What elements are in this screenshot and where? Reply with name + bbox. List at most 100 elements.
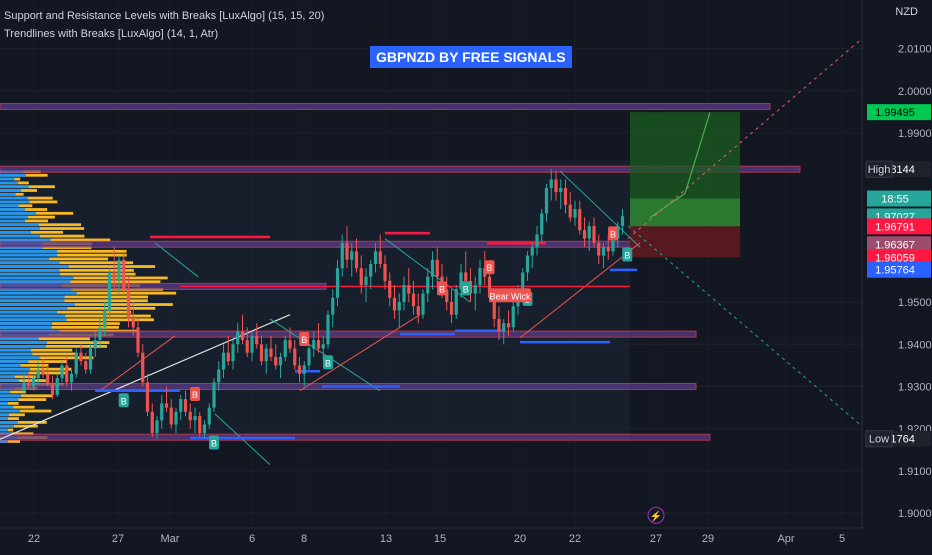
x-tick-label: 5 <box>839 533 845 545</box>
lightning-icon: ⚡ <box>650 509 662 522</box>
price-label-text: 1.96367 <box>875 239 915 251</box>
profile-bar-a <box>0 417 19 420</box>
profile-bar-b <box>0 253 58 257</box>
candle-body <box>563 187 568 205</box>
profile-bar-a <box>0 367 72 371</box>
candle-body <box>198 416 202 433</box>
trend-segment <box>214 413 271 466</box>
profile-bar-b <box>0 344 46 348</box>
candle-body <box>236 331 240 345</box>
candle-body <box>388 280 392 298</box>
price-label-bg <box>867 249 931 266</box>
profile-bar-a <box>0 325 120 329</box>
break-markers: BBBBBBBBBBBBear Wick⚡ <box>118 226 665 524</box>
candle-body <box>217 369 221 383</box>
profile-bar-b <box>0 230 32 234</box>
trend-segment <box>559 170 641 248</box>
profile-bar-a <box>0 394 53 398</box>
candle-body <box>597 242 601 256</box>
x-tick-label: Mar <box>161 533 180 545</box>
x-tick-label: 27 <box>112 533 124 545</box>
profile-bar-b <box>0 325 52 329</box>
break-marker <box>484 260 495 275</box>
profile-bar-a <box>0 223 82 227</box>
candle-body <box>240 331 245 341</box>
profile-bar-a <box>0 421 47 424</box>
candle-body <box>46 373 50 385</box>
profile-bar-b <box>0 318 67 322</box>
profile-bar-a <box>0 341 110 344</box>
trend-segment <box>99 335 176 392</box>
break-marker <box>437 281 447 296</box>
candle-body <box>568 204 572 218</box>
candle-body <box>487 276 492 298</box>
x-tick-label: Apr <box>777 533 794 545</box>
profile-bar-b <box>0 363 21 367</box>
trendlines <box>0 14 891 466</box>
candle-body <box>378 251 382 264</box>
profile-bar-b <box>0 192 16 196</box>
candle-body <box>559 187 563 193</box>
candle-body <box>131 318 135 328</box>
profile-bar-b <box>0 177 15 181</box>
candle-body <box>60 365 64 379</box>
break-marker-text: B <box>463 284 469 294</box>
profile-bar-a <box>0 238 111 242</box>
profile-bar-b <box>0 280 71 284</box>
candle-body <box>212 382 216 408</box>
x-tick-label: 20 <box>514 533 526 545</box>
profile-bar-a <box>0 303 173 306</box>
candle-body <box>293 348 297 366</box>
candle-body <box>93 340 97 349</box>
price-label-bg <box>867 261 931 278</box>
candle-body <box>31 378 36 387</box>
candle-body <box>606 247 610 252</box>
candle-body <box>202 424 207 433</box>
candle-body <box>430 259 435 277</box>
price-label-bg <box>867 218 931 235</box>
break-marker <box>622 247 633 262</box>
profile-bar-b <box>0 196 28 200</box>
price-label-text: 1.99495 <box>875 107 915 119</box>
profile-bar-a <box>0 318 154 322</box>
profile-bar-b <box>0 417 8 420</box>
high-low-flags: High Low <box>865 160 893 448</box>
candle-body <box>321 344 325 349</box>
candle-body <box>549 179 553 188</box>
candle-body <box>354 251 359 269</box>
profile-bar-b <box>0 291 77 295</box>
candle-body <box>255 335 259 345</box>
profile-bar-a <box>0 363 49 367</box>
profile-bar-a <box>0 424 38 428</box>
profile-bar-a <box>0 405 35 409</box>
price-label-text: 1.96791 <box>875 221 915 233</box>
profile-bar-a <box>0 413 25 417</box>
x-tick-label: 22 <box>28 533 40 545</box>
break-marker <box>190 386 200 401</box>
y-tick-label: 2.00000 <box>898 86 932 98</box>
profile-bar-b <box>0 375 15 379</box>
stop-zone <box>630 226 740 258</box>
candle-body <box>411 293 416 307</box>
profile-bar-a <box>0 356 94 360</box>
break-marker-text: B <box>192 390 198 400</box>
candle-body <box>364 276 368 286</box>
y-tick-label: 1.91000 <box>898 466 932 478</box>
indicator-legend-trendlines[interactable]: Trendlines with Breaks [LuxAlgo] (14, 1,… <box>4 28 219 40</box>
high-flag-bg <box>865 160 893 178</box>
profile-bar-a <box>0 234 85 238</box>
profile-bar-b <box>0 401 8 405</box>
candle-body <box>530 247 534 256</box>
candle-body <box>183 399 188 412</box>
candle-body <box>620 216 625 226</box>
candle-body <box>592 225 596 243</box>
sr-zone <box>0 165 801 173</box>
profile-bar-a <box>0 344 107 348</box>
profile-bar-b <box>0 409 21 413</box>
time-axis[interactable]: 22 27 Mar 6 8 13 15 20 22 27 29 Apr 5 <box>0 527 862 545</box>
candle-body <box>88 348 93 370</box>
indicator-legend-sr[interactable]: Support and Resistance Levels with Break… <box>4 10 325 22</box>
annotation-text: Bear Wick <box>489 291 531 301</box>
